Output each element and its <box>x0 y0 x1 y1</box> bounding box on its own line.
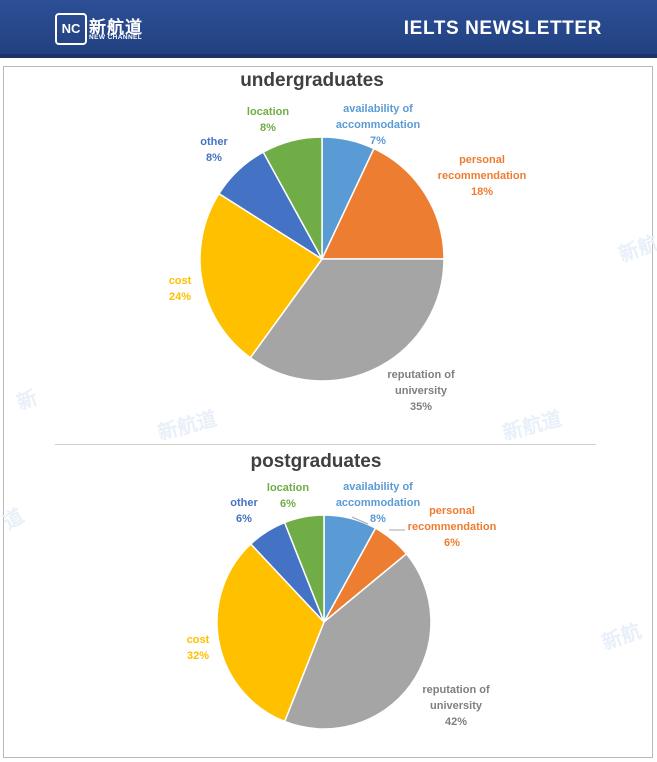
watermark-text: 新航道 <box>155 406 219 445</box>
slice-label-line: location <box>267 482 309 494</box>
chart-divider <box>55 444 596 445</box>
slice-percent: 8% <box>260 122 276 134</box>
slice-label-line: university <box>395 385 448 397</box>
slice-percent: 35% <box>410 401 432 413</box>
slice-label-line: personal <box>429 505 475 517</box>
slice-label-line: reputation of <box>422 684 490 696</box>
slice-label-line: availability of <box>343 103 413 115</box>
slice-label-line: cost <box>187 634 210 646</box>
undergraduates-pie: availability of accommodation 7% personal re… <box>169 70 527 413</box>
slice-label-line: location <box>247 106 289 118</box>
slice-label-line: other <box>200 136 228 148</box>
newsletter-header: NC 新航道 NEW CHANNEL IELTS NEWSLETTER <box>0 0 657 58</box>
slice-percent: 8% <box>370 513 386 525</box>
pie-slice <box>262 136 323 260</box>
chart-title: undergraduates <box>240 70 384 91</box>
slice-label-line: availability of <box>343 481 413 493</box>
postgraduates-pie: availability of accommodation 8% personal re… <box>187 451 497 730</box>
pie-slice <box>283 514 325 623</box>
leader-line <box>351 516 369 525</box>
nc-logo-icon: NC <box>55 13 87 45</box>
watermark-text: 道 <box>0 504 28 535</box>
watermark-text: 新航 <box>599 618 645 654</box>
slice-label-line: accommodation <box>336 497 421 509</box>
slice-percent: 8% <box>206 152 222 164</box>
slice-percent: 6% <box>280 498 296 510</box>
slice-label-line: other <box>230 497 258 509</box>
slice-label-line: university <box>430 700 483 712</box>
watermark-text: 新航 <box>616 230 657 266</box>
slice-label: availability of accommodation 8% <box>336 481 421 525</box>
newsletter-title: IELTS NEWSLETTER <box>403 18 602 39</box>
slice-label-line: reputation of <box>387 369 455 381</box>
pie-slice <box>283 552 432 730</box>
slice-percent: 42% <box>445 716 467 728</box>
slice-label-line: cost <box>169 275 192 287</box>
slice-label: cost 32% <box>187 634 210 662</box>
watermark-text: 新航道 <box>500 406 564 445</box>
slice-label: personal recommendation 18% <box>438 154 527 198</box>
slice-percent: 7% <box>370 135 386 147</box>
watermark-text: 新 <box>14 385 41 414</box>
slice-label: location 8% <box>247 106 289 134</box>
slice-label: reputation of university 42% <box>422 684 490 728</box>
logo-english-text: NEW CHANNEL <box>89 34 143 41</box>
pie-slice <box>216 542 325 723</box>
chart-title: postgraduates <box>251 451 382 472</box>
slice-label: personal recommendation 6% <box>408 505 497 549</box>
slice-label: other 6% <box>230 497 258 525</box>
slice-percent: 24% <box>169 291 191 303</box>
slice-label: other 8% <box>200 136 228 164</box>
slice-label-line: accommodation <box>336 119 421 131</box>
slice-label-line: recommendation <box>408 521 497 533</box>
slice-percent: 18% <box>471 186 493 198</box>
slice-label: reputation of university 35% <box>387 369 455 413</box>
slice-label: availability of accommodation 7% <box>336 103 421 147</box>
slice-percent: 6% <box>236 513 252 525</box>
slice-label-line: recommendation <box>438 170 527 182</box>
slice-label: location 6% <box>267 482 309 510</box>
pie-slice <box>199 192 324 359</box>
logo-chinese-text: 新航道 <box>89 18 143 37</box>
slice-percent: 32% <box>187 650 209 662</box>
pie-slice <box>320 147 445 260</box>
slice-label-line: personal <box>459 154 505 166</box>
slice-percent: 6% <box>444 537 460 549</box>
slice-label: cost 24% <box>169 275 192 303</box>
new-channel-logo: NC 新航道 NEW CHANNEL <box>55 13 145 47</box>
pie-slice <box>249 258 445 382</box>
